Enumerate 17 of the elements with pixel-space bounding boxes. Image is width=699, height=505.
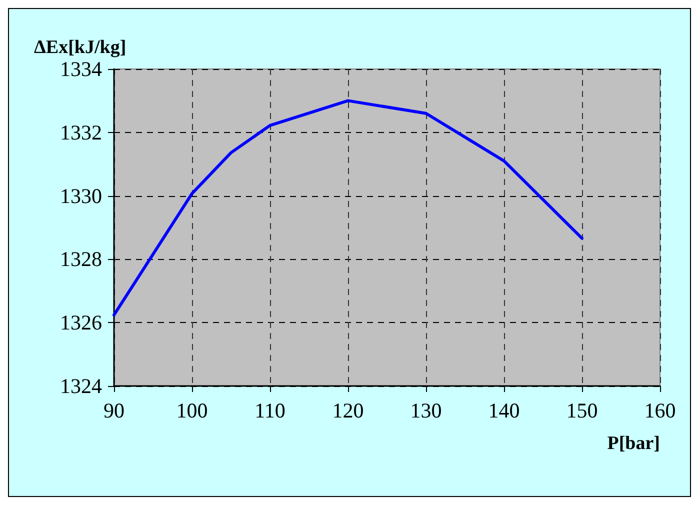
- x-axis-title: P[bar]: [607, 433, 660, 454]
- x-tick-label: 150: [566, 398, 598, 422]
- line-series: [112, 99, 584, 316]
- x-tick-label: 110: [254, 398, 286, 422]
- y-tick-label: 1330: [60, 184, 102, 208]
- x-tick-label: 140: [488, 398, 520, 422]
- x-tick-label: 130: [410, 398, 442, 422]
- x-tick-label: 100: [176, 398, 208, 422]
- x-tick-label: 90: [104, 398, 124, 422]
- y-axis-title: ΔEx[kJ/kg]: [34, 37, 126, 58]
- y-tick-label: 1326: [60, 310, 102, 335]
- y-tick-label: 1334: [60, 57, 102, 81]
- x-tick-label: 160: [644, 398, 676, 422]
- y-tick-label: 1324: [60, 374, 102, 398]
- x-tick-label: 120: [332, 398, 364, 422]
- y-tick-label: 1332: [60, 120, 102, 144]
- y-tick-label: 1328: [60, 247, 102, 272]
